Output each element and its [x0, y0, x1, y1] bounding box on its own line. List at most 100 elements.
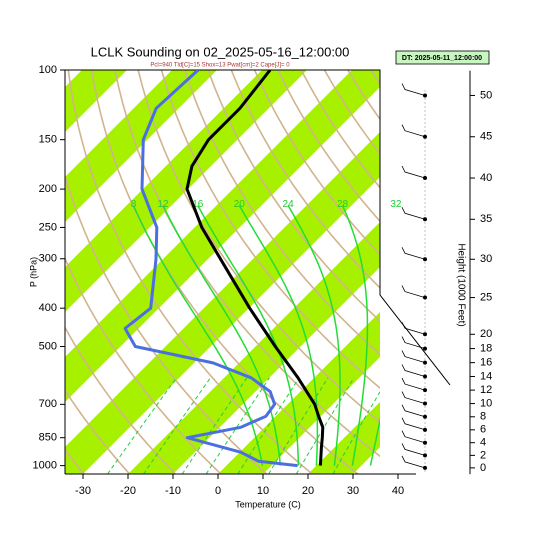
- temperature-band: [65, 70, 217, 222]
- y-tick-label: 250: [39, 221, 57, 233]
- y2-tick-label: 50: [480, 89, 492, 101]
- wind-barb: [401, 455, 426, 469]
- moist-adiabat: [162, 205, 282, 466]
- y-tick-label: 200: [39, 183, 57, 195]
- mixing-ratio-line: [237, 377, 300, 474]
- x-tick-label: -10: [165, 485, 181, 497]
- temperature-band: [488, 70, 540, 474]
- y2-tick-label: 16: [480, 357, 492, 369]
- x-tick-label: 40: [392, 485, 404, 497]
- wind-barb: [401, 165, 426, 179]
- y2-tick-label: 25: [480, 291, 492, 303]
- wind-dot: [423, 134, 427, 139]
- moist-adiabat: [341, 205, 369, 466]
- y2-tick-label: 20: [480, 328, 492, 340]
- dry-adiabat: [488, 70, 540, 474]
- wind-dot: [423, 176, 427, 181]
- moist-adiabat: [369, 416, 380, 466]
- chart-subtitle: Pcl=940 Tld[C]=15 Shox=13 Pwat[cm]=2 Cap…: [150, 63, 290, 69]
- temperature-band: [128, 222, 380, 474]
- dry-adiabat: [65, 256, 222, 474]
- wind-barb: [401, 336, 426, 349]
- mixing-ratio-line: [332, 390, 380, 474]
- profile-line: [185, 70, 325, 466]
- y-tick-label: 150: [39, 134, 57, 146]
- wind-barb: [401, 285, 426, 298]
- y-tick-label: 300: [39, 253, 57, 265]
- wind-barb: [401, 443, 426, 456]
- chart-title: LCLK Sounding on 02_2025-05-16_12:00:00: [91, 44, 350, 59]
- x-tick-label: 30: [347, 485, 359, 497]
- mixing-ratio-line: [143, 377, 211, 474]
- temperature-band: [65, 70, 127, 132]
- dry-adiabat: [160, 70, 380, 390]
- wind-barb: [401, 377, 426, 391]
- y-tick-label: 100: [39, 64, 57, 76]
- wind-barb: [401, 207, 426, 220]
- moist-adiabat-label: 32: [390, 199, 402, 210]
- mixing-ratio-line: [295, 377, 355, 474]
- dry-adiabat: [418, 70, 540, 474]
- dry-adiabat: [253, 70, 380, 256]
- dry-adiabat: [137, 70, 380, 424]
- dry-adiabat: [230, 70, 380, 289]
- x-tick-label: 20: [302, 485, 314, 497]
- y2-axis-label: Height (1000 Feet): [455, 243, 466, 326]
- profile-line: [123, 70, 298, 468]
- background: [65, 70, 540, 474]
- x-tick-label: 0: [215, 485, 221, 497]
- wind-dot: [423, 388, 427, 393]
- moist-adiabat: [132, 205, 264, 466]
- y2-tick-label: 8: [480, 411, 486, 423]
- dry-adiabat: [464, 70, 540, 474]
- dry-adiabat: [65, 388, 131, 474]
- moist-adiabat: [197, 205, 300, 466]
- wind-barb: [401, 322, 426, 335]
- badge: DT: 2025-05-11_12:00:00: [402, 55, 482, 62]
- x-tick-label: -30: [75, 485, 91, 497]
- dry-adiabat: [534, 70, 540, 474]
- moist-adiabat-label: 20: [234, 199, 246, 210]
- y2-tick-label: 12: [480, 384, 492, 396]
- wind-barb: [401, 391, 426, 404]
- y-tick-label: 500: [39, 340, 57, 352]
- y-tick-label: 400: [39, 302, 57, 314]
- y-tick-label: 1000: [33, 460, 57, 472]
- moist-adiabat-label: 16: [192, 199, 204, 210]
- wind-barb: [401, 350, 426, 363]
- y2-tick-label: 14: [480, 370, 492, 382]
- x-axis-label: Temperature (C): [235, 499, 301, 509]
- wind-barb: [401, 404, 426, 418]
- wind-barb: [401, 364, 426, 377]
- dry-adiabat: [207, 70, 380, 323]
- y2-tick-label: 30: [480, 253, 492, 265]
- dry-adiabat: [184, 70, 380, 356]
- dry-adiabat: [511, 70, 540, 474]
- y2-tick-label: 35: [480, 213, 492, 225]
- moist-adiabat-label: 12: [157, 199, 169, 210]
- badge-box: [395, 50, 490, 65]
- y2-tick-label: 18: [480, 342, 492, 354]
- x-tick-label: -20: [120, 485, 136, 497]
- temperature-band: [65, 70, 380, 402]
- y-axis-label: P (hPa): [28, 257, 38, 287]
- plot-frame: [65, 69, 451, 386]
- x-tick-label: 10: [257, 485, 269, 497]
- mixing-ratio-line: [205, 377, 270, 474]
- dry-adiabat: [65, 325, 176, 474]
- mixing-ratio-line: [107, 377, 177, 474]
- dry-adiabat: [65, 173, 268, 474]
- moist-adiabat: [238, 205, 319, 466]
- wind-dot: [423, 360, 427, 365]
- y2-tick-label: 4: [480, 437, 486, 449]
- wind-dot: [423, 427, 427, 432]
- y2-tick-label: 45: [480, 131, 492, 143]
- wind-barb: [401, 83, 426, 96]
- temperature-band: [308, 402, 380, 474]
- temperature-band: [398, 70, 540, 474]
- y2-tick-label: 2: [480, 449, 486, 461]
- y2-tick-label: 6: [480, 424, 486, 436]
- moist-adiabat-label: 24: [283, 199, 295, 210]
